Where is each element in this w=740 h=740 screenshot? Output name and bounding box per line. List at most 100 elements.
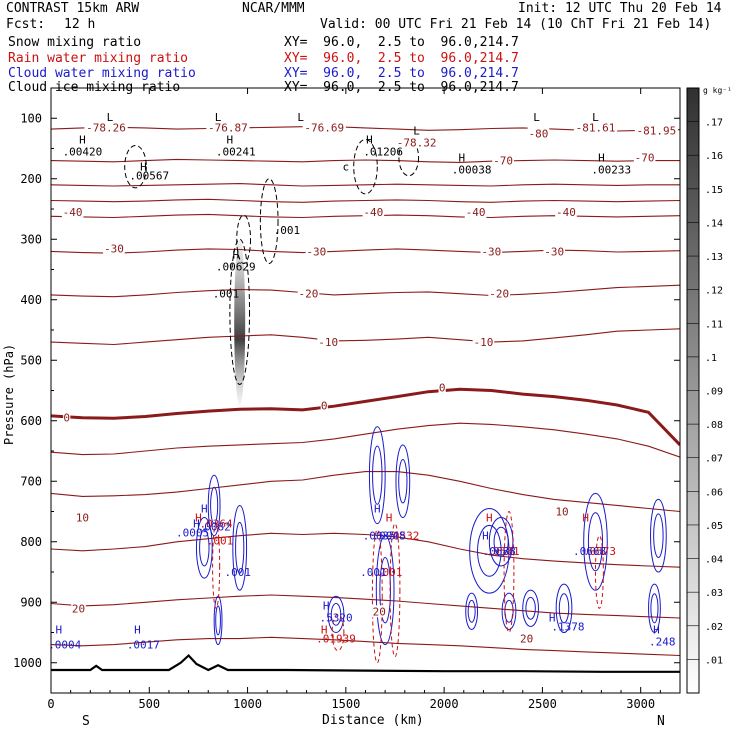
cloud-water-label: .1378	[551, 620, 584, 633]
colorbar-tick-label: .06	[705, 487, 723, 498]
isotherm-line	[51, 532, 680, 568]
cloud-water-contour	[650, 593, 659, 624]
cloud-water-label: H	[201, 502, 208, 515]
isotherm-label-background	[543, 245, 565, 258]
field-rain-name: Rain water mixing ratio	[8, 51, 189, 66]
snow-label: H	[366, 133, 373, 146]
isotherm-label: 20	[72, 602, 85, 615]
cloud-water-contour	[330, 602, 342, 626]
x-tick-label: 2000	[430, 697, 459, 711]
colorbar-tick-label: .14	[705, 218, 723, 229]
rain-label: .0364	[200, 518, 233, 531]
snow-label: H	[459, 152, 466, 165]
colorbar-tick-label: .11	[705, 319, 723, 330]
rain-label: .01939	[316, 633, 356, 646]
isotherm-label: -30	[481, 245, 501, 258]
fcst-value: 12 h	[64, 17, 96, 32]
isotherm-label: -78.32	[397, 136, 437, 149]
cloud-water-contour	[199, 529, 210, 567]
isotherm-label: 0	[439, 381, 446, 394]
snow-label: .00420	[63, 146, 103, 159]
x-axis-right-label: N	[657, 714, 665, 729]
isotherm-label-background	[63, 411, 71, 424]
isotherm-label: -70	[635, 152, 655, 165]
cloud-water-label: .248	[649, 636, 676, 649]
cloud-water-contour	[504, 599, 514, 623]
isotherm-label: -20	[299, 288, 319, 301]
colorbar-tick-label: .08	[705, 420, 723, 431]
isotherm-label-background	[555, 206, 577, 219]
snow-contour	[236, 214, 252, 264]
rain-label: .0532	[386, 530, 419, 543]
snow-label: L	[533, 111, 540, 124]
cloud-water-label: .0688	[483, 545, 516, 558]
isotherm-label: -78.26	[86, 121, 126, 134]
snow-label: L	[297, 111, 304, 124]
isotherm-label: 0	[321, 400, 328, 413]
cloud-water-label: .0668	[573, 545, 606, 558]
cloud-water-contour	[648, 583, 661, 633]
cloud-water-contour	[368, 426, 386, 525]
isotherm-label-background	[527, 127, 550, 140]
cloud-water-contour	[488, 517, 514, 567]
isotherm-label-background	[634, 124, 679, 137]
isotherm-label: -80	[529, 127, 549, 140]
colorbar-tick-label: .17	[705, 118, 723, 129]
isotherm-label: -10	[474, 336, 494, 349]
rain-label: H	[195, 512, 202, 525]
rain-label: H	[321, 623, 328, 636]
colorbar-tick-label: .09	[705, 387, 723, 398]
field-rain-xy: XY= 96.0, 2.5 to 96.0,214.7	[284, 51, 519, 66]
cloud-water-label: .001	[224, 566, 251, 579]
isotherm-label: -20	[489, 288, 509, 301]
cloud-water-contour	[558, 593, 570, 624]
model-title: CONTRAST 15km ARW	[6, 1, 140, 16]
isotherm-label-background	[103, 242, 125, 255]
isotherm-label: -40	[363, 206, 383, 219]
y-tick-label: 200	[20, 172, 42, 186]
x-axis-title: Distance (km)	[322, 713, 424, 728]
snow-label: .00038	[452, 164, 492, 177]
cloud-water-label: .5320	[319, 611, 352, 624]
rain-label: H	[582, 512, 589, 525]
rain-water-contour	[594, 535, 604, 609]
cloud-water-contour	[525, 596, 536, 620]
y-tick-label: 1000	[13, 656, 42, 670]
colorbar-tick-label: .07	[705, 454, 723, 465]
y-axis-title: Pressure (hPa)	[2, 344, 16, 445]
isotherm-label-background	[395, 136, 439, 149]
isotherm-label: -30	[306, 245, 326, 258]
isotherm-label-background	[302, 121, 346, 134]
init-time: Init: 12 UTC Thu 20 Feb 14	[518, 1, 722, 16]
cloud-water-contour	[583, 492, 608, 591]
cloud-water-contour	[232, 504, 248, 591]
colorbar-unit: g kg⁻¹	[703, 86, 732, 95]
rain-label: .001	[376, 566, 403, 579]
cloud-water-contour	[207, 474, 221, 537]
colorbar-tick-label: .04	[705, 555, 723, 566]
colorbar-tick-label: .05	[705, 521, 723, 532]
colorbar-tick-label: .13	[705, 252, 723, 263]
isotherm-line	[51, 422, 680, 458]
snow-contour	[229, 238, 251, 385]
isotherm-label: 10	[76, 512, 89, 525]
colorbar-tick-label: .12	[705, 286, 723, 297]
isotherm-label: -70	[493, 155, 513, 168]
field-snow-name: Snow mixing ratio	[8, 35, 142, 50]
y-tick-label: 800	[20, 535, 42, 549]
y-tick-label: 900	[20, 595, 42, 609]
isotherm-label-background	[492, 154, 514, 167]
cloud-water-label: H	[323, 599, 330, 612]
isotherm-label: -30	[544, 245, 564, 258]
cloud-water-label: .001	[360, 566, 387, 579]
snow-label: H	[232, 248, 239, 261]
field-snow-xy: XY= 96.0, 2.5 to 96.0,214.7	[284, 35, 519, 50]
center-name: NCAR/MMM	[242, 1, 305, 16]
snow-label: L	[215, 111, 222, 124]
isotherm-label-background	[519, 632, 534, 645]
isotherm-line	[51, 248, 680, 254]
snow-label: H	[79, 133, 86, 146]
snow-label: .001	[213, 288, 240, 301]
cloud-water-label: .0035	[363, 530, 396, 543]
cloud-water-contour	[215, 605, 221, 636]
